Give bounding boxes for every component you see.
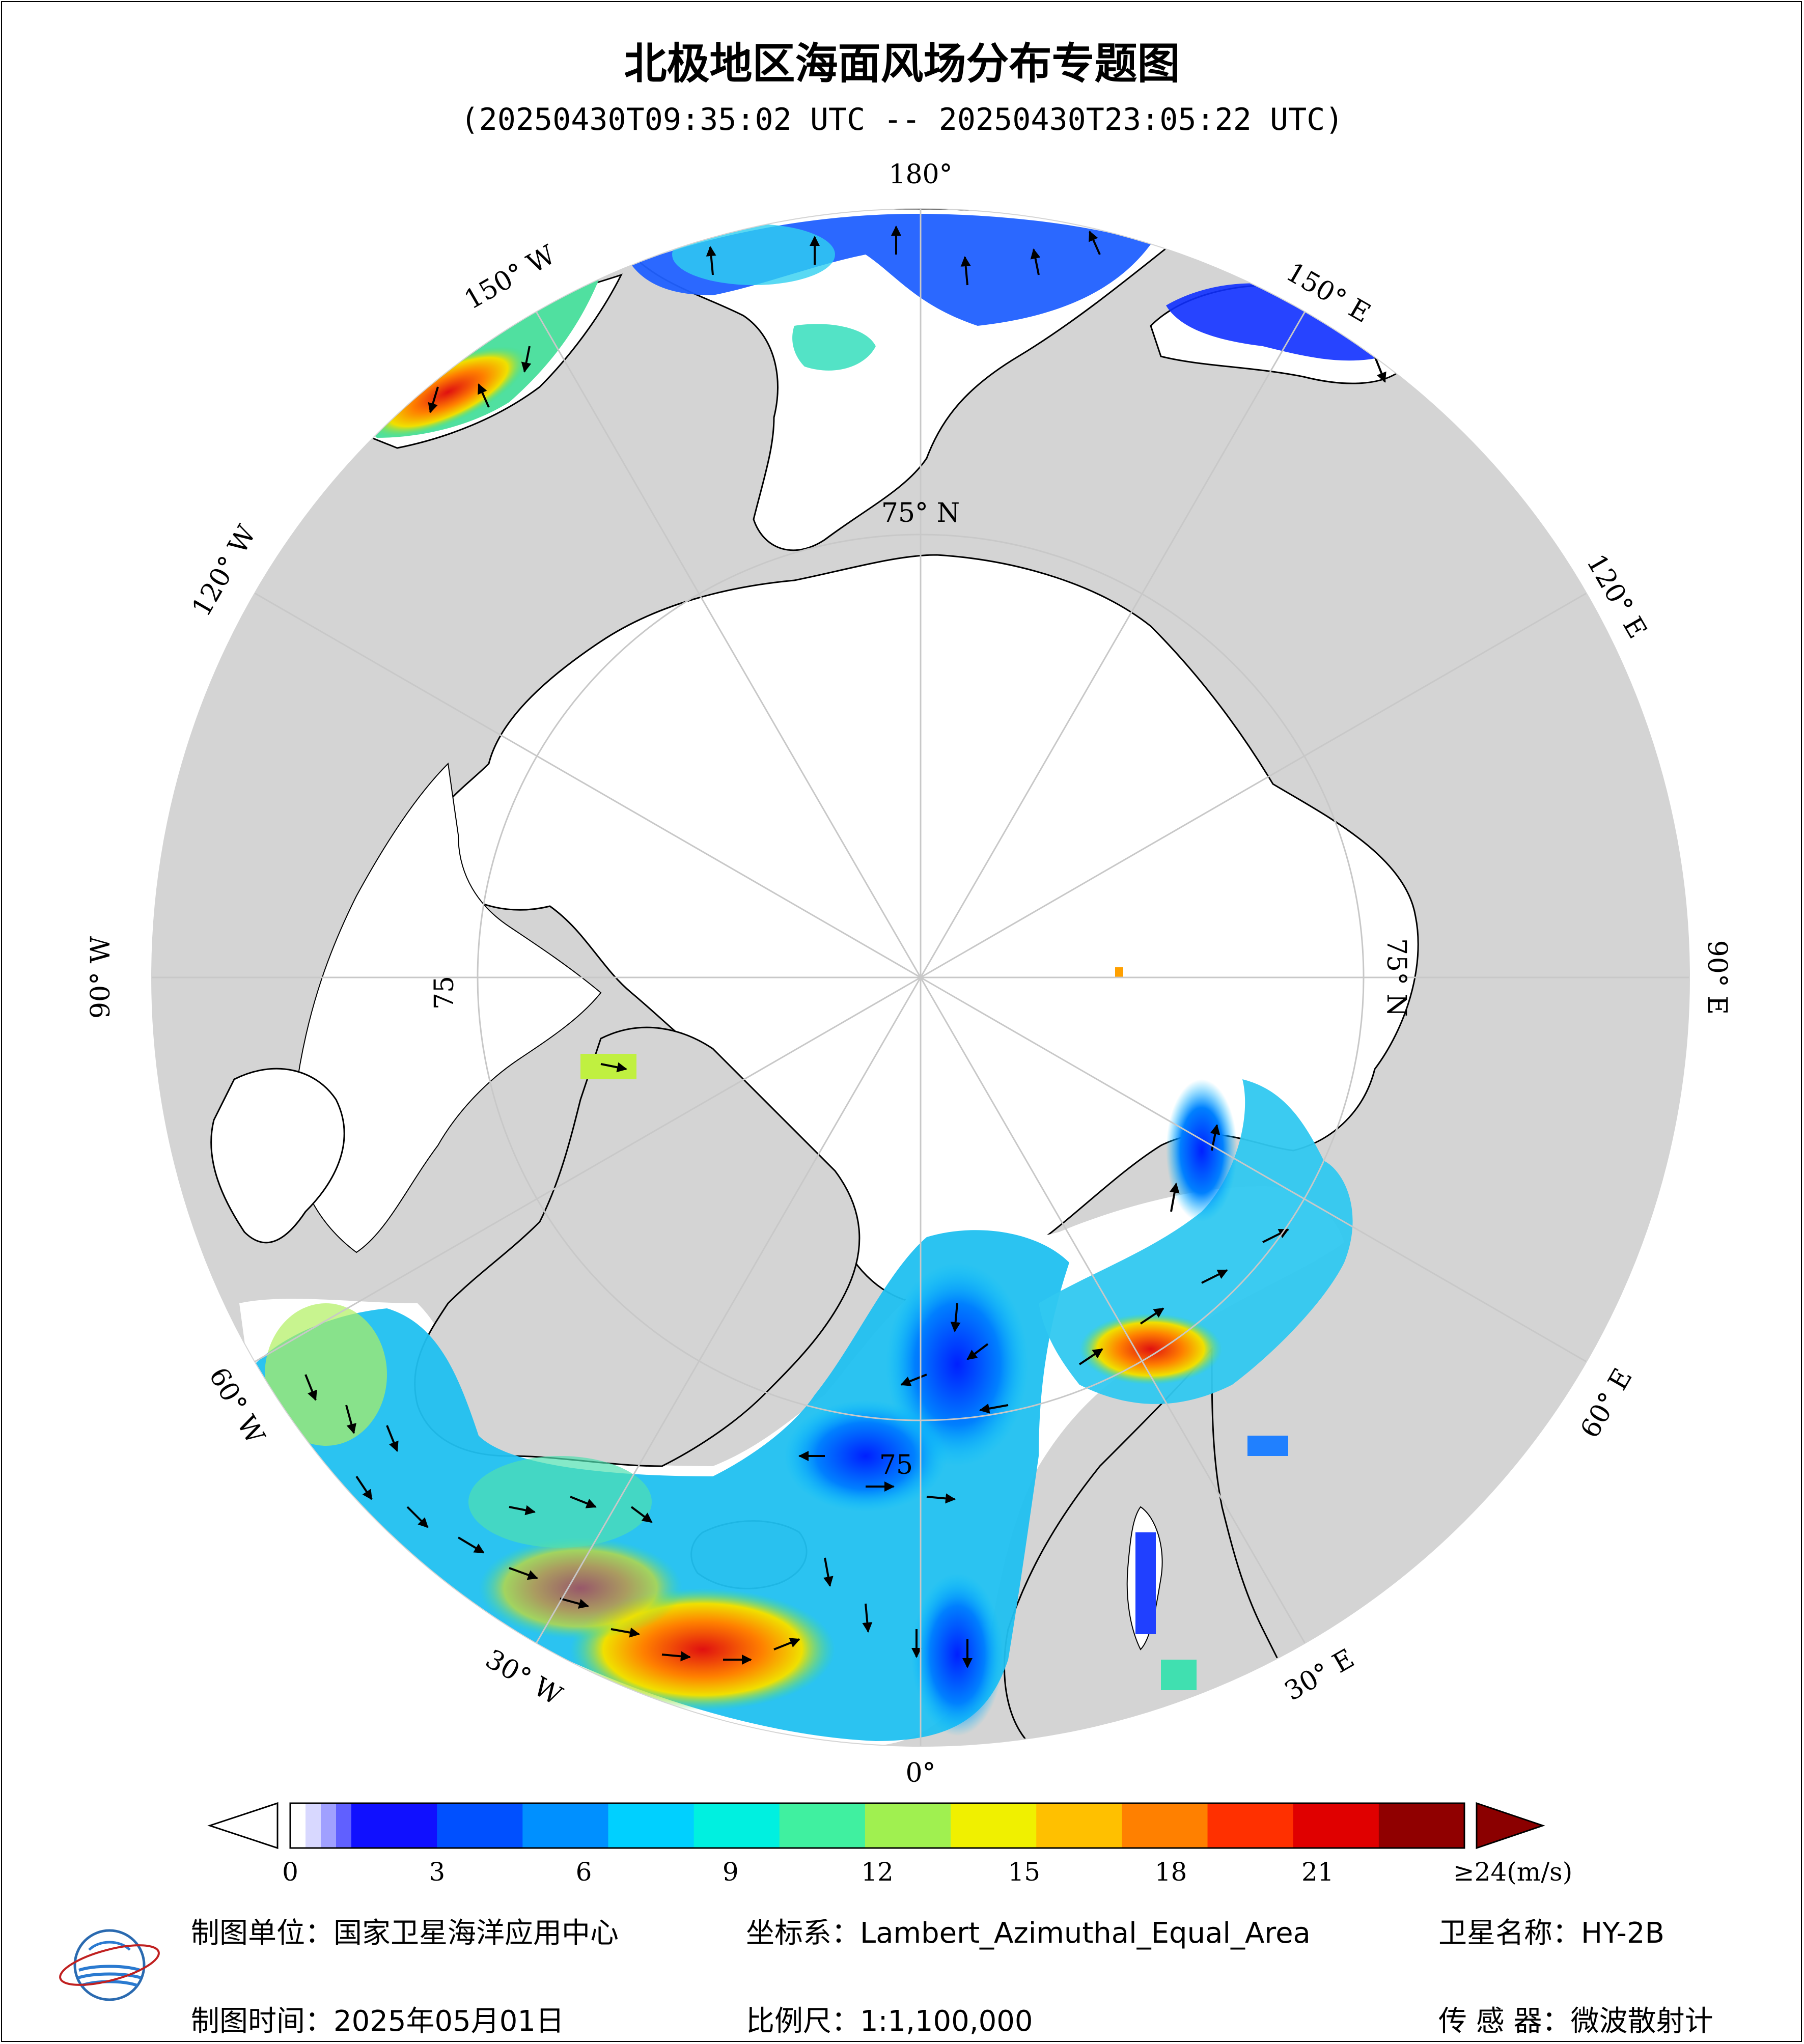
colorbar-cell <box>351 1803 438 1848</box>
colorbar-cell <box>693 1803 780 1848</box>
canadian-archipelago-channels <box>293 762 602 1253</box>
time-range-subtitle: (20250430T09:35:02 UTC -- 20250430T23:05… <box>460 102 1344 137</box>
scandinavia <box>1004 1347 1325 1746</box>
colorbar-cell <box>779 1803 866 1848</box>
colorbar-cell <box>1036 1803 1123 1848</box>
map-title: 北极地区海面风场分布专题图 <box>624 39 1180 89</box>
colorbar-cell <box>1378 1803 1465 1848</box>
colorbar-tick-label: 18 <box>1154 1857 1187 1887</box>
colorbar-under-arrow <box>207 1802 279 1850</box>
meridian-label-0: 0° <box>905 1758 935 1788</box>
colorbar-over-arrow <box>1476 1802 1545 1850</box>
colorbar-tick-label: 15 <box>1008 1857 1041 1887</box>
wind-patch-laptev <box>1115 967 1123 977</box>
parallel-label-top: 75° N <box>881 498 960 528</box>
meridian-label-90e: 90° E <box>1702 940 1732 1015</box>
colorbar-tick-label: ≥24(m/s) <box>1453 1857 1573 1887</box>
graticule-75n <box>477 534 1365 1421</box>
colorbar-tick-label: 3 <box>429 1857 446 1887</box>
colorbar-tick-label: 9 <box>722 1857 739 1887</box>
colorbar-cell <box>1122 1803 1208 1848</box>
map-boundary <box>151 208 1690 1747</box>
meridian-label-150w: 150° W <box>459 239 561 316</box>
parallel-label-left: 75 <box>429 976 460 1010</box>
meridian-label-60e: 60° E <box>1575 1363 1639 1443</box>
colorbar-cell <box>1293 1803 1379 1848</box>
meridian-label-60w: 60° W <box>203 1362 270 1449</box>
colorbar-outline <box>289 1802 1465 1849</box>
map-date: 制图时间：2025年05月01日 <box>191 2005 565 2038</box>
colorbar-cell <box>321 1803 337 1848</box>
parallel-label-bottom: 75 <box>879 1450 913 1480</box>
graticule-meridians <box>152 209 1689 1746</box>
colorbar-cell <box>1207 1803 1294 1848</box>
colorbar-cell <box>336 1803 352 1848</box>
colorbar-cell <box>522 1803 609 1848</box>
wind-swath-alaska <box>356 275 601 438</box>
wind-swath-pacific <box>631 214 1385 371</box>
wind-vectors <box>304 226 1386 1668</box>
meridian-label-90w: 90° W <box>86 936 116 1019</box>
colorbar-tick-label: 0 <box>282 1857 298 1887</box>
colorbar-cell <box>951 1803 1037 1848</box>
colorbar <box>207 1802 1545 1850</box>
colorbar-cell <box>437 1803 523 1848</box>
colorbar-cell <box>865 1803 952 1848</box>
meridian-label-30e: 30° E <box>1280 1643 1359 1707</box>
meridian-label-180: 180° <box>889 159 952 190</box>
map-scale: 比例尺：1:1,100,000 <box>746 2005 1033 2038</box>
wind-patch-bothnia <box>1135 1532 1156 1634</box>
nsoas-logo <box>59 1929 160 2001</box>
meridian-label-30w: 30° W <box>480 1644 567 1712</box>
hudson-bay <box>210 1068 345 1244</box>
colorbar-tick-label: 12 <box>861 1857 894 1887</box>
coordinate-system: 坐标系：Lambert_Azimuthal_Equal_Area <box>746 1917 1311 1950</box>
colorbar-cell <box>608 1803 695 1848</box>
satellite-name: 卫星名称：HY-2B <box>1438 1917 1664 1950</box>
colorbar-tick-label: 6 <box>575 1857 592 1887</box>
wind-patch-white-sea <box>1247 1436 1288 1456</box>
sensor-name: 传 感 器：微波散射计 <box>1438 2005 1713 2038</box>
colorbar-cell <box>290 1803 306 1848</box>
wind-patch-baltic <box>1161 1660 1197 1690</box>
colorbar-cells <box>290 1803 1465 1848</box>
colorbar-cell <box>306 1803 321 1848</box>
colorbar-tick-label: 21 <box>1301 1857 1334 1887</box>
polar-map: 180° 150° W 120° W 90° W 60° W 30° W 0° … <box>86 159 1732 1788</box>
map-producer: 制图单位：国家卫星海洋应用中心 <box>191 1917 619 1950</box>
greenland <box>414 1026 861 1467</box>
parallel-label-right: 75° N <box>1381 938 1411 1017</box>
